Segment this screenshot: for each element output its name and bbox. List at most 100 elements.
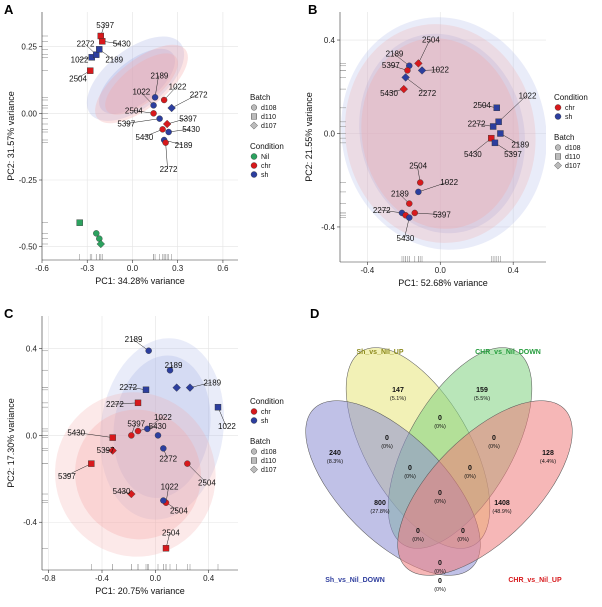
x-tick-label: -0.8 [42,574,56,583]
legend-item-label: Nil [261,154,270,161]
venn-region-percent: (0%) [412,537,424,543]
point-label: 1022 [218,422,236,431]
point-label: 5430 [397,234,415,243]
ellipse-layer [341,17,546,250]
y-tick-label: -0.4 [321,223,335,232]
label-leader-line [143,129,163,138]
legend-key-d110 [250,113,257,120]
venn-set-title: Sh_vs_Nil_UP [356,349,403,356]
y-axis-title: PC2: 17.30% variance [6,398,16,488]
label-leader-line [132,338,149,351]
legend-key-d108 [250,104,257,111]
legend-title: Condition [554,93,588,102]
label-leader-line [165,142,168,170]
data-point-chr-d107 [127,489,136,499]
x-tick-label: 0.0 [127,264,139,273]
legend-item-label: d110 [261,458,276,465]
point-label: 5397 [58,472,76,481]
point-label: 1022 [169,82,187,91]
legend-title: Condition [250,142,284,151]
legend-key-sh [250,171,258,178]
confidence-ellipse-chr [344,24,536,243]
data-point-sh-d108 [165,128,172,136]
point-label: 2189 [175,141,193,150]
y-tick-label: -0.25 [19,176,38,185]
venn-region-count: 0 [438,578,442,585]
venn-region-percent: (0%) [404,474,416,480]
point-label: 2504 [170,507,188,516]
data-point-chr-d110 [87,67,94,74]
venn-region-count: 0 [385,435,389,442]
panel-letter: C [4,306,14,321]
point-label: 5430 [182,125,200,134]
legend-item-label: sh [261,418,269,425]
point-label: 2272 [373,206,391,215]
venn-region-percent: (27.8%) [370,509,389,515]
data-point-chr-d108 [159,126,166,133]
venn-region-count: 0 [416,528,420,535]
venn-region-count: 0 [438,415,442,422]
point-label: 5397 [117,120,135,129]
legend-item-label: d110 [565,154,580,161]
venn-region-percent: (0%) [434,499,446,505]
y-tick-label: 0.25 [21,43,37,52]
venn-region-count: 0 [468,465,472,472]
legend-key-chr [250,408,258,415]
legend-key-chr [554,104,562,111]
label-leader-line [189,382,212,388]
x-axis-title: PC1: 34.28% variance [95,276,185,286]
venn-region-percent: (0%) [464,474,476,480]
venn-region-percent: (0%) [434,424,446,430]
label-leader-line [404,217,410,239]
plot-background [42,316,238,570]
point-label: 2189 [203,378,221,387]
x-tick-label: 0.3 [172,264,184,273]
data-point-sh-d108 [156,115,163,122]
y-tick-label: -0.50 [19,243,38,252]
label-leader-line [471,137,492,155]
data-point-nil-d108 [93,230,100,237]
plot-background [42,12,238,260]
point-label: 1022 [519,91,537,100]
x-axis-title: PC1: 20.75% variance [95,586,185,596]
label-leader-line [167,118,188,125]
legend-item-label: d108 [261,105,277,112]
data-point-chr-d108 [128,432,135,439]
confidence-ellipse-sh [99,338,225,520]
data-point-sh-d110 [93,51,100,58]
label-leader-line [171,94,198,109]
point-label: 2504 [409,162,427,171]
venn-region-percent: (0%) [457,537,469,543]
point-label: 2272 [77,40,95,49]
point-label: 2272 [106,400,124,409]
point-label: 5430 [113,487,131,496]
legend-item-label: d107 [261,123,277,130]
data-point-sh-d107 [172,383,181,392]
label-leader-line [132,110,154,114]
x-tick-label: 0.6 [217,264,229,273]
y-tick-label: 0.0 [26,431,38,440]
label-leader-line [405,77,427,94]
venn-region-count: 128 [542,450,554,457]
data-point-sh-d108 [154,432,162,439]
legend-key-sh [554,113,562,120]
data-point-sh-d108 [415,188,422,196]
data-point-sh-d110 [142,386,150,394]
point-label: 5430 [67,428,85,437]
data-point-chr-d108 [162,139,169,146]
point-label: 5430 [380,89,398,98]
data-point-chr-d107 [399,84,408,94]
point-label: 1022 [154,413,172,422]
confidence-ellipse-chr [105,53,178,115]
label-leader-line [187,463,207,483]
data-point-chr-d108 [411,209,418,217]
point-label: 2189 [125,335,143,344]
ellipse-layer [86,36,188,124]
data-point-sh-d107 [401,73,410,82]
data-point-chr-d108 [150,110,157,117]
venn-region-count: 0 [438,490,442,497]
x-tick-label: 0.0 [435,266,447,275]
confidence-ellipse-sh [86,36,185,121]
y-tick-label: 0.4 [324,36,336,45]
point-label: 1022 [431,66,449,75]
